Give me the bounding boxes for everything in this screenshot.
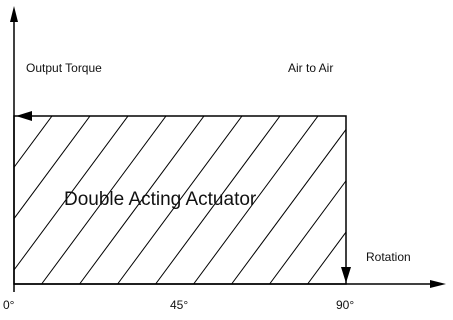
x-axis-label: Rotation [366,250,411,264]
hatch-line [41,116,167,284]
top-left-arrowhead [16,111,32,121]
region-label: Double Acting Actuator [64,189,257,210]
hatch-line [193,116,319,284]
hatch-line [117,116,243,284]
x-axis-arrowhead [430,280,446,288]
hatch-line [155,116,281,284]
tick-label-90: 90° [336,298,354,312]
hatch-line [269,179,346,284]
y-axis-label: Output Torque [26,61,102,75]
hatch-line [14,116,53,169]
hatch-line [231,128,346,284]
y-axis-arrowhead [10,6,18,22]
hatch-line [307,231,346,284]
hatch-line [79,116,205,284]
right-down-arrowhead [341,267,351,283]
mode-label: Air to Air [288,61,333,75]
tick-label-45: 45° [170,298,188,312]
hatch-line [14,116,91,220]
hatch-line [14,116,15,117]
hatch-pattern [14,116,346,284]
tick-label-0: 0° [3,298,15,312]
hatch-line [14,116,129,271]
